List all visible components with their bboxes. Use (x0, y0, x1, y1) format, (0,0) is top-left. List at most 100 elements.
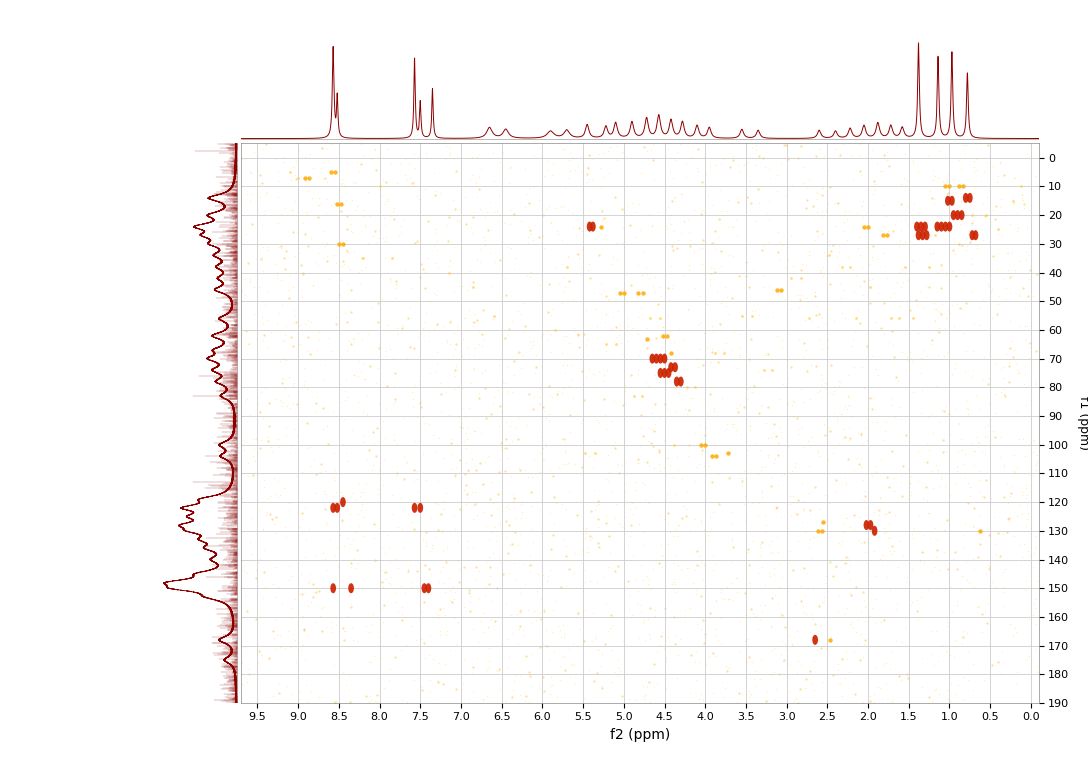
Point (548, 388, 566, 400)
Point (384, 489, 401, 501)
Point (442, 255, 459, 267)
Point (595, 393, 613, 405)
Point (412, 681, 430, 693)
Point (282, 401, 299, 413)
Point (477, 211, 494, 223)
Point (452, 693, 469, 705)
Point (669, 649, 687, 661)
Point (676, 499, 693, 511)
Point (640, 629, 657, 641)
Point (438, 629, 456, 641)
Point (655, 321, 672, 333)
Point (268, 511, 285, 524)
Point (584, 217, 602, 230)
Point (765, 311, 782, 323)
Point (942, 695, 960, 707)
Point (286, 423, 304, 435)
Point (359, 236, 376, 249)
Point (750, 407, 767, 419)
Point (807, 698, 825, 711)
Point (236, 289, 254, 301)
Point (334, 173, 351, 185)
Point (509, 638, 527, 651)
Point (496, 377, 514, 389)
Point (794, 600, 812, 613)
Point (342, 263, 359, 275)
Point (503, 161, 520, 173)
Point (460, 692, 478, 705)
Point (680, 214, 697, 226)
Point (645, 462, 663, 474)
Point (584, 367, 602, 379)
Point (559, 173, 577, 185)
Point (914, 529, 931, 541)
Point (679, 304, 696, 316)
Point (363, 608, 381, 620)
Point (504, 385, 521, 397)
Point (505, 556, 522, 568)
Point (515, 558, 532, 570)
Point (342, 284, 359, 296)
Point (522, 616, 540, 629)
Point (759, 348, 777, 360)
Point (886, 287, 903, 299)
Point (693, 590, 710, 602)
Point (274, 373, 292, 385)
Point (604, 258, 621, 271)
Point (418, 703, 435, 715)
Point (892, 215, 910, 227)
Point (885, 338, 902, 350)
Point (845, 287, 863, 299)
Point (556, 438, 573, 450)
Point (456, 191, 473, 203)
Point (829, 664, 846, 676)
Point (327, 486, 345, 499)
Point (348, 199, 366, 211)
Point (370, 397, 387, 410)
Point (400, 172, 418, 184)
Point (999, 513, 1016, 525)
Point (468, 464, 485, 476)
Point (776, 468, 793, 480)
Point (486, 521, 504, 533)
Point (780, 667, 798, 679)
Point (708, 285, 726, 297)
Point (771, 393, 789, 405)
Point (743, 306, 761, 318)
Point (275, 157, 293, 169)
Point (299, 240, 317, 252)
Point (900, 672, 917, 684)
Point (510, 462, 528, 474)
Point (697, 658, 715, 670)
Point (915, 556, 932, 568)
Point (696, 629, 714, 641)
Point (860, 402, 877, 414)
Point (878, 147, 895, 159)
Point (409, 190, 426, 202)
Point (310, 198, 327, 211)
Point (798, 202, 815, 214)
Point (709, 344, 727, 356)
Point (454, 382, 471, 394)
Point (779, 372, 796, 385)
Point (800, 245, 817, 258)
Point (539, 639, 556, 651)
Point (568, 607, 585, 619)
Point (385, 324, 403, 336)
Point (597, 316, 615, 328)
Point (388, 321, 406, 334)
Point (283, 688, 300, 700)
Point (792, 289, 809, 301)
Point (937, 645, 954, 657)
Point (641, 574, 658, 586)
Point (652, 540, 669, 552)
Point (300, 523, 318, 535)
Point (284, 697, 301, 709)
Point (854, 474, 871, 486)
Point (701, 651, 718, 663)
Point (256, 204, 273, 217)
Point (1002, 480, 1019, 492)
Point (623, 611, 641, 623)
Point (890, 561, 907, 573)
Point (657, 220, 675, 233)
